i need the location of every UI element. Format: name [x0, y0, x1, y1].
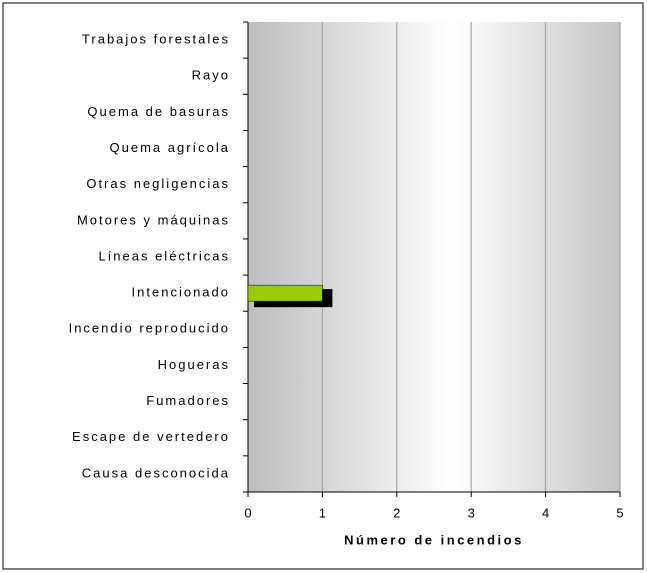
y-tick-label: Incendio reproducido — [69, 321, 230, 336]
bar — [247, 284, 323, 302]
y-tick-label: Líneas eléctricas — [98, 248, 230, 263]
y-tick-label: Escape de vertedero — [72, 429, 230, 444]
x-tick-label: 0 — [244, 505, 251, 520]
y-tick-label: Quema agrícola — [110, 140, 231, 155]
x-tick-label: 3 — [468, 505, 475, 520]
plot-area — [248, 22, 620, 492]
y-tick-label: Quema de basuras — [87, 104, 230, 119]
x-tick-label: 4 — [542, 505, 549, 520]
y-tick-label: Intencionado — [132, 285, 230, 300]
x-axis-label: Número de incendios — [344, 532, 524, 547]
x-tick-label: 1 — [319, 505, 326, 520]
y-tick-label: Fumadores — [146, 393, 230, 408]
y-tick-label: Rayo — [192, 68, 230, 83]
x-tick-label: 2 — [393, 505, 400, 520]
y-tick-label: Trabajos forestales — [82, 32, 230, 47]
y-tick-label: Causa desconocida — [82, 465, 230, 480]
y-tick-label: Motores y máquinas — [77, 212, 230, 227]
y-tick-label: Otras negligencias — [86, 176, 230, 191]
x-tick-label: 5 — [616, 505, 623, 520]
y-tick-label: Hogueras — [158, 357, 230, 372]
